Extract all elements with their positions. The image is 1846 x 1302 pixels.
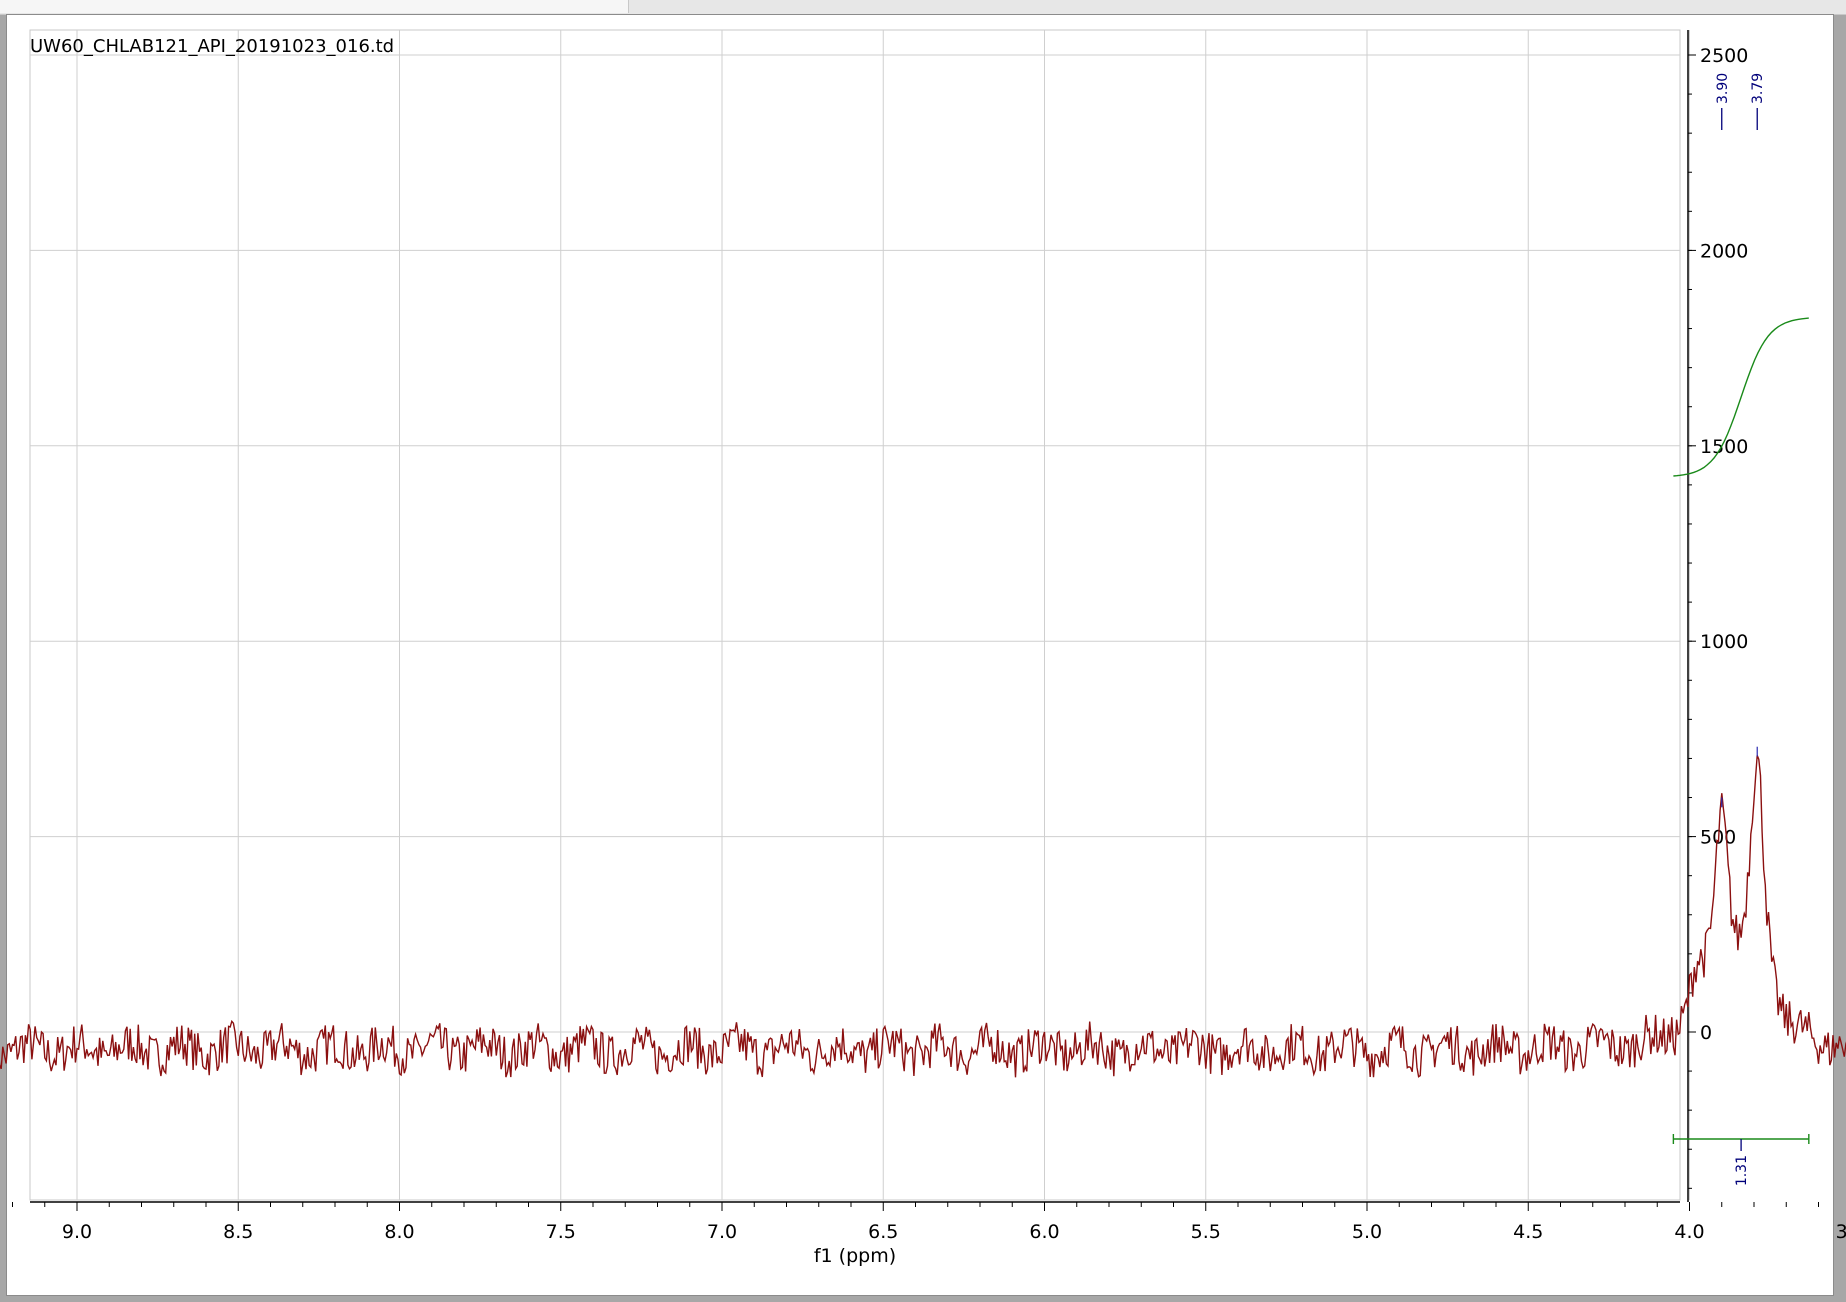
- x-tick-label: 6.5: [868, 1221, 898, 1243]
- integral-bars: 1.312.505.061.00: [1672, 1134, 1810, 1186]
- axes: 9.08.58.07.57.06.56.05.55.04.54.03.53.02…: [12, 30, 1846, 1243]
- x-tick-label: 4.5: [1513, 1221, 1543, 1243]
- integral-curves: [1673, 317, 1809, 477]
- plot-frame: [29, 29, 1681, 1201]
- y-tick-label: 1000: [1700, 631, 1748, 653]
- x-tick-label: 7.0: [707, 1221, 737, 1243]
- y-tick-label: 0: [1700, 1022, 1712, 1044]
- x-tick-label: 7.5: [546, 1221, 576, 1243]
- grid-lines: [29, 29, 1690, 1201]
- spectrum-trace: [0, 755, 1846, 1078]
- x-tick-label: 6.0: [1029, 1221, 1059, 1243]
- spectrum-panel: [6, 14, 1834, 1296]
- spectrum-layer: [0, 755, 1846, 1078]
- x-tick-label: 5.0: [1352, 1221, 1382, 1243]
- peak-label: 3.90: [1715, 73, 1731, 104]
- chart-title: UW60_CHLAB121_API_20191023_016.td: [30, 36, 394, 57]
- y-tick-label: 2000: [1700, 240, 1748, 262]
- x-tick-label: 9.0: [62, 1221, 92, 1243]
- x-tick-label: 3.5: [1836, 1221, 1846, 1243]
- integral-value: 1.31: [1734, 1155, 1750, 1186]
- x-tick-label: 4.0: [1674, 1221, 1704, 1243]
- x-tick-label: 8.0: [384, 1221, 414, 1243]
- peak-label: 3.79: [1750, 73, 1766, 104]
- integral-curve: [1673, 317, 1809, 477]
- peak-markers: 3.903.792.060.990.87-0.000.00 TMS: [1715, 73, 1766, 808]
- x-tick-label: 5.5: [1191, 1221, 1221, 1243]
- y-tick-label: 2500: [1700, 45, 1748, 67]
- x-tick-label: 8.5: [223, 1221, 253, 1243]
- x-axis-label: f1 (ppm): [814, 1245, 896, 1267]
- tab-strip: [0, 0, 629, 13]
- y-tick-label: 1500: [1700, 436, 1748, 458]
